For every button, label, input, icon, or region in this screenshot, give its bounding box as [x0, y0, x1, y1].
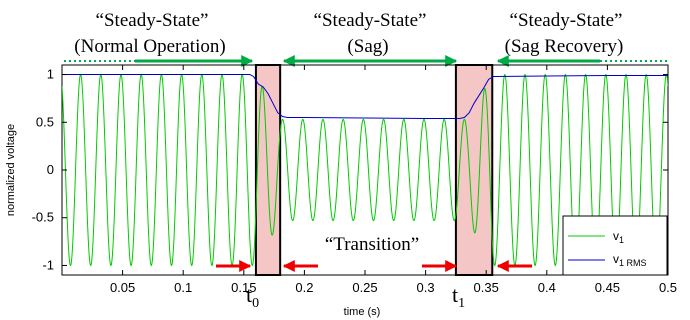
region-labels: “Steady-State” (Normal Operation) “Stead… [74, 10, 623, 57]
region-label-sag-line1: “Steady-State” [314, 10, 427, 31]
y-tick-label-3: -0.5 [32, 210, 54, 225]
x-tick-label-9: 0.5 [659, 280, 677, 295]
y-tick-label-1: 0.5 [36, 114, 54, 129]
y-tick-label-2: 0 [47, 162, 54, 177]
x-axis-label: time (s) [344, 306, 381, 318]
transition-region-0 [254, 64, 282, 276]
x-tick-label-5: 0.3 [417, 280, 435, 295]
x-tick-label-6: 0.35 [474, 280, 499, 295]
marker-t1: t1 [452, 282, 465, 311]
region-label-recovery-line2: (Sag Recovery) [505, 36, 624, 57]
legend-label-v1: v1 [613, 229, 624, 245]
marker-t0: t0 [246, 282, 259, 311]
x-tick-label-4: 0.25 [352, 280, 377, 295]
region-label-normal-line2: (Normal Operation) [74, 36, 225, 57]
x-tick-label-0: 0.05 [110, 280, 135, 295]
y-axis-label: normalized voltage [5, 124, 17, 216]
legend-box [562, 215, 668, 276]
x-tick-label-7: 0.4 [538, 280, 556, 295]
transition-region-1 [454, 64, 494, 276]
x-tick-label-2: 0.15 [231, 280, 256, 295]
transition-label: “Transition” [325, 234, 419, 255]
region-label-recovery-line1: “Steady-State” [510, 10, 623, 31]
x-tick-label-3: 0.2 [295, 280, 313, 295]
y-tick-label-4: -1 [42, 257, 54, 272]
x-tick-label-8: 0.45 [595, 280, 620, 295]
legend: v1 v1 RMS [562, 215, 668, 276]
time-markers: t0 t1 [246, 282, 465, 311]
x-axis-ticks: 0.05 0.1 0.15 0.2 0.25 0.3 0.35 0.4 0.45 0.5 [110, 65, 677, 295]
y-tick-label-0: 1 [47, 67, 54, 82]
y-axis-ticks: 1 0.5 0 -0.5 -1 [32, 67, 668, 272]
region-label-sag-line2: (Sag) [347, 36, 388, 57]
region-label-normal-line1: “Steady-State” [96, 10, 209, 31]
legend-label-v1-rms: v1 RMS [613, 252, 647, 268]
series-v1-rms-line [62, 74, 668, 119]
x-tick-label-1: 0.1 [174, 280, 192, 295]
series-v1-line [62, 73, 668, 267]
